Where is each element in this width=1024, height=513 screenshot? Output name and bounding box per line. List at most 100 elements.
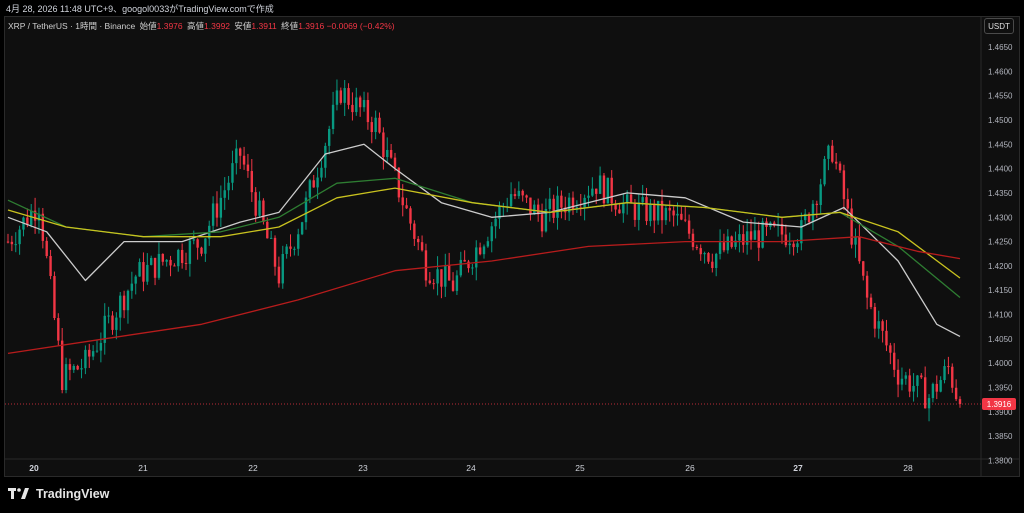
candle-body [378,117,381,133]
candle-body [269,237,273,239]
y-tick-label: 1.4100 [988,311,1013,320]
candle-body [165,259,168,262]
candle-body [800,220,803,244]
candle-body [339,90,343,103]
candle-body [819,184,822,205]
candle-body [571,197,575,210]
brand[interactable]: TradingView [8,487,109,501]
candle-body [242,155,246,165]
candle-body [293,248,296,250]
candle-body [757,230,760,248]
candle-body [64,364,68,391]
candle-body [91,351,95,357]
candle-body [525,195,528,198]
y-tick-label: 1.3900 [988,408,1013,417]
candle-body [618,209,621,214]
moving-average-line [7,143,961,337]
candle-body [865,275,869,298]
candle-body [328,128,331,146]
symbol-label[interactable]: XRP / TetherUS · 1時間 · Binance [8,21,136,31]
candle-body [417,238,420,243]
candle-body [838,163,842,171]
candle-body [68,364,72,370]
candle-body [579,207,582,209]
candle-body [169,259,172,266]
candle-body [920,375,923,378]
candle-body [266,221,269,239]
candle-body [41,213,45,241]
candle-body [606,177,610,204]
candle-body [188,240,192,264]
candle-body [455,275,459,291]
candle-body [463,259,466,262]
candle-body [219,197,223,218]
open-label: 始値 [139,21,157,31]
candle-body [153,257,157,278]
candle-body [649,203,652,222]
candle-body [540,214,544,232]
candle-body [250,171,254,193]
candle-body [896,369,900,385]
candle-body [633,203,637,220]
high-value: 1.3992 [204,21,231,31]
candle-body [134,276,137,284]
candle-body [26,217,29,225]
x-tick-label: 28 [903,463,913,473]
candle-body [583,197,586,208]
candle-body [10,241,14,245]
candle-body [672,210,675,216]
candle-body [854,237,857,245]
tradingview-logo-icon [8,488,29,499]
candle-body [943,366,946,381]
currency-unit-button[interactable]: USDT [984,18,1014,34]
y-tick-label: 1.4300 [988,213,1013,222]
candle-body [180,249,184,263]
open-value: 1.3976 [156,21,183,31]
candle-body [595,188,598,194]
candle-body [478,247,482,255]
y-tick-label: 1.4550 [988,92,1013,101]
candle-body [238,148,242,156]
candle-body [722,242,726,251]
candle-body [451,280,455,291]
candle-body [223,190,226,198]
candle-body [107,315,110,317]
candle-body [598,175,602,194]
candle-body [637,202,640,220]
candle-body [761,221,764,248]
candle-body [401,197,404,206]
candle-body [316,177,319,188]
candle-body [947,366,950,368]
candle-body [625,194,629,203]
x-tick-label: 26 [685,463,695,473]
candle-body [498,206,501,219]
candle-body [196,239,199,248]
candle-body [343,88,346,103]
candle-body [726,236,730,251]
y-tick-label: 1.4400 [988,165,1013,174]
candle-body [60,340,64,391]
candle-body [146,264,149,282]
candle-body [850,208,853,245]
candle-body [285,246,288,254]
candle-body [591,188,594,196]
candle-body [432,283,435,285]
candle-body [308,180,312,198]
candle-body [262,200,265,222]
low-label: 安値 [234,21,252,31]
candle-body [877,321,880,329]
candle-body [923,377,927,409]
candle-body [6,241,10,243]
candle-body [695,246,699,249]
candle-body [204,238,207,254]
candle-body [552,198,555,218]
candle-body [459,259,462,276]
candle-body [881,321,884,331]
y-tick-label: 1.4050 [988,335,1013,344]
candle-body [707,253,710,262]
candle-body [831,145,834,162]
candle-body [347,88,350,105]
y-tick-label: 1.4150 [988,286,1013,295]
candle-body [796,243,799,248]
